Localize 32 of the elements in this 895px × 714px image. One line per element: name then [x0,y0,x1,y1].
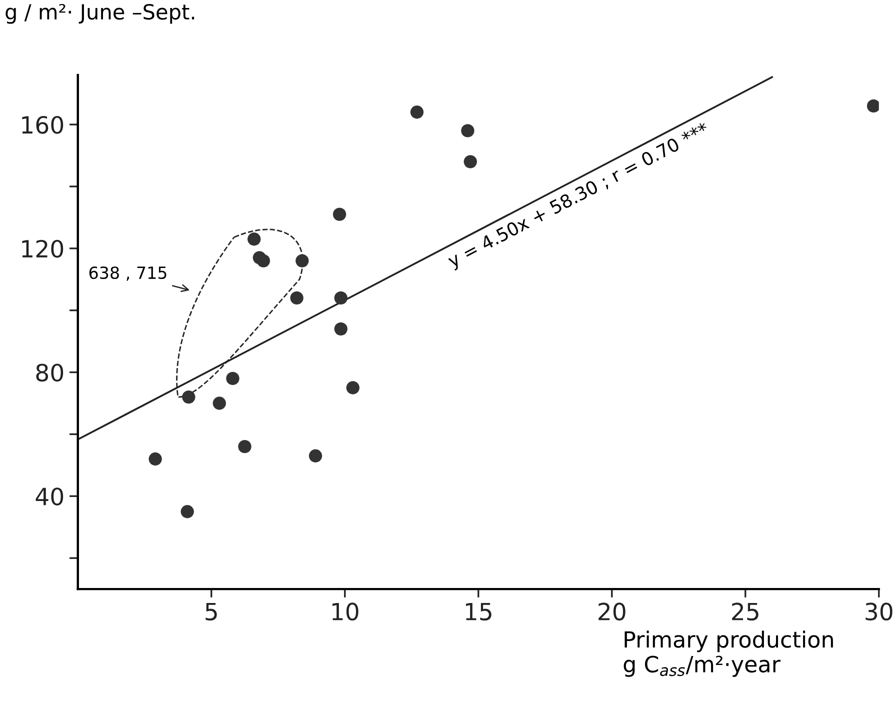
point [182,390,196,404]
point [866,99,879,113]
point [148,452,162,466]
x-tick-label: 5 [206,602,217,621]
point [256,254,270,268]
x-tick-label: 15 [466,602,492,621]
y-tick-label: 120 [22,240,64,258]
point [238,440,252,454]
x-tick-label: 30 [866,602,892,621]
point [226,372,240,386]
point [334,291,348,305]
x-tick-label: 25 [732,602,758,621]
point [212,396,226,410]
point [248,232,261,246]
point [296,254,309,268]
y-tick-label: 80 [36,364,64,382]
x-tick-label: 20 [598,602,626,621]
point [180,505,194,518]
x-axis-title: Primary production g C$_{ass}$/m²·year [624,630,833,677]
point [334,322,348,336]
point [308,449,322,462]
point [461,124,474,138]
point [464,155,477,168]
y-tick-label: 160 [22,116,64,134]
annotation: 638 , 715 [89,266,166,281]
x-tick-label: 10 [332,602,358,621]
point [346,381,360,394]
point [410,106,424,119]
y-axis-title: g / m²· June –Sept. [6,4,194,24]
y-tick-label: 40 [36,488,64,506]
point [290,291,304,305]
point [332,208,346,221]
